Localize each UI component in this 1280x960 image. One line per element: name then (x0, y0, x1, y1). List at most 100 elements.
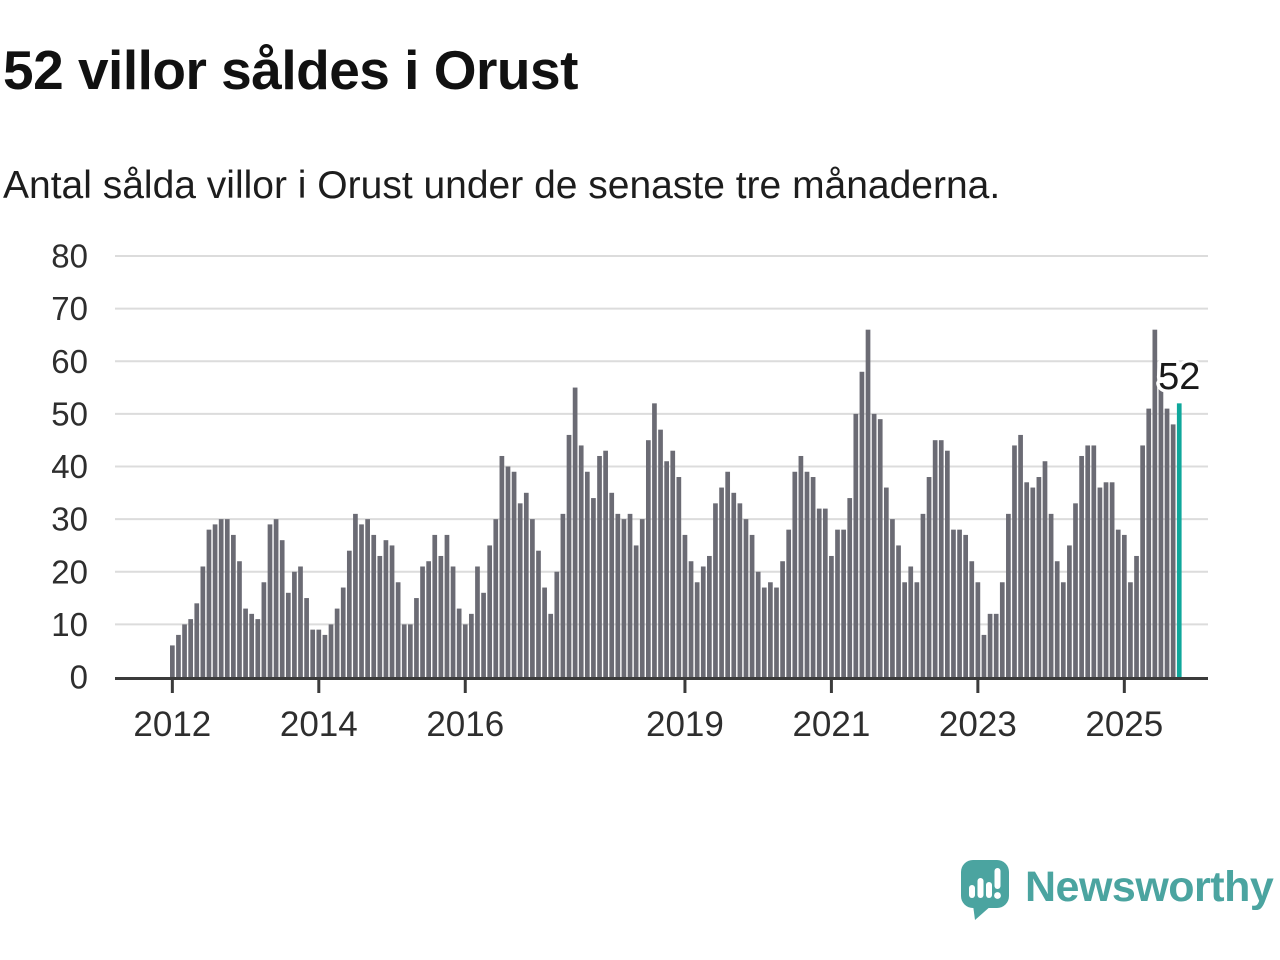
bar (902, 582, 907, 677)
bar (182, 624, 187, 678)
bar (658, 429, 663, 677)
bar (1030, 487, 1036, 677)
bar (176, 634, 181, 677)
bar (688, 561, 694, 677)
bar (456, 608, 462, 677)
bar (243, 608, 248, 677)
bar (578, 445, 584, 677)
bar (1073, 503, 1078, 677)
chart-title: 52 villor såldes i Orust (3, 39, 578, 101)
bar (755, 571, 761, 677)
bar (633, 545, 639, 677)
bar (682, 534, 688, 677)
bar (231, 534, 236, 677)
bar (1158, 387, 1164, 677)
x-tick-label: 2023 (939, 705, 1017, 744)
bar (975, 582, 981, 677)
bar (426, 561, 431, 677)
bar (304, 598, 309, 677)
bar (774, 587, 779, 677)
bar (371, 534, 377, 677)
bar (1140, 445, 1145, 677)
bar (1048, 513, 1054, 677)
bar (292, 571, 297, 677)
bar (1115, 529, 1121, 677)
bar (652, 403, 657, 677)
bar (523, 492, 529, 677)
bar (725, 471, 731, 677)
x-tick-label: 2016 (426, 705, 504, 744)
bar (1097, 487, 1103, 677)
bar (896, 545, 901, 677)
bar (920, 513, 926, 677)
bar (1134, 555, 1139, 677)
bar (1109, 482, 1115, 677)
bar (694, 582, 700, 677)
bar (1170, 424, 1176, 677)
bar (511, 471, 517, 677)
y-tick-label: 30 (51, 501, 88, 538)
bar (786, 529, 792, 677)
bar (615, 513, 621, 677)
bar (804, 471, 810, 677)
bar (188, 619, 194, 677)
bar (285, 592, 291, 677)
bar (810, 477, 816, 677)
bar (365, 519, 370, 678)
bar (206, 529, 212, 677)
bars-group (170, 329, 1182, 678)
bar (597, 455, 602, 677)
bar (1018, 434, 1023, 677)
bar (883, 487, 889, 677)
bar (1079, 455, 1084, 677)
bar (945, 450, 950, 677)
bar (670, 450, 676, 677)
bar (200, 566, 206, 677)
bar (444, 534, 450, 677)
y-tick-label: 50 (51, 395, 88, 432)
highlight-value-label: 52 (1158, 356, 1200, 398)
bar (328, 624, 334, 678)
bar (450, 566, 456, 677)
bar (530, 519, 535, 678)
bar (475, 566, 480, 677)
bar (560, 513, 566, 677)
bar (298, 566, 303, 677)
bar (334, 608, 340, 677)
bar (835, 529, 840, 677)
chart-subtitle: Antal sålda villor i Orust under de sena… (3, 164, 1001, 207)
bar (566, 434, 572, 677)
bar (932, 440, 938, 677)
bar (871, 413, 877, 678)
bar (170, 645, 175, 677)
bar (1012, 445, 1017, 677)
bar (969, 561, 975, 677)
bar (237, 561, 242, 677)
bar (664, 461, 669, 677)
bar (395, 582, 401, 677)
bar (469, 613, 474, 677)
bar (572, 387, 578, 677)
bar (1036, 477, 1042, 677)
bar (194, 603, 200, 677)
bar (499, 455, 505, 677)
bar (377, 555, 383, 677)
x-tick-label: 2014 (280, 705, 358, 744)
bar (359, 524, 364, 677)
bar (707, 555, 712, 677)
bar (218, 519, 224, 678)
bar (816, 508, 822, 677)
bar (420, 566, 425, 677)
bar (798, 455, 804, 677)
bar (432, 534, 438, 677)
y-tick-label: 70 (51, 290, 88, 327)
newsworthy-wordmark: Newsworthy (1025, 862, 1274, 911)
bar (1128, 582, 1133, 677)
bar (346, 550, 352, 677)
bar (1054, 561, 1060, 677)
bar (401, 624, 407, 678)
bar (414, 598, 419, 677)
bar (822, 508, 828, 677)
